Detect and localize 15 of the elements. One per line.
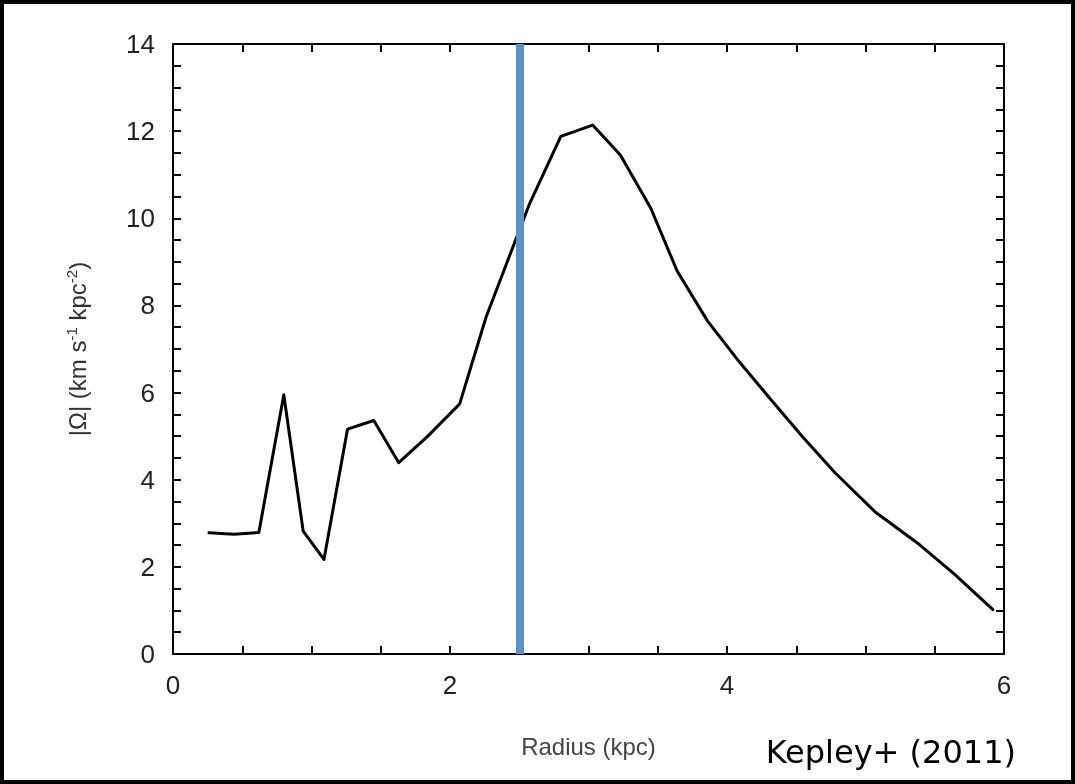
y-tick-label: 6	[140, 377, 155, 408]
x-tick-label: 2	[442, 670, 458, 700]
text: Kepley+ (2011)	[765, 733, 1016, 771]
x-tick-label: 4	[719, 670, 735, 700]
y-tick-label: 2	[140, 551, 155, 582]
x-axis-title: Radius (kpc)	[521, 732, 656, 760]
x-tick-label: 6	[996, 670, 1012, 700]
x-tick-label: 0	[165, 670, 181, 700]
y-tick-label: 4	[140, 464, 155, 495]
y-tick-label: 14	[126, 29, 155, 59]
y-axis-title: |Ω| (km s-1 kpc-2)	[63, 261, 91, 437]
y-tick-label: 8	[140, 290, 155, 321]
y-tick-label: 12	[126, 116, 155, 147]
y-tick-label: 0	[140, 639, 155, 669]
y-tick-label: 10	[126, 203, 155, 234]
